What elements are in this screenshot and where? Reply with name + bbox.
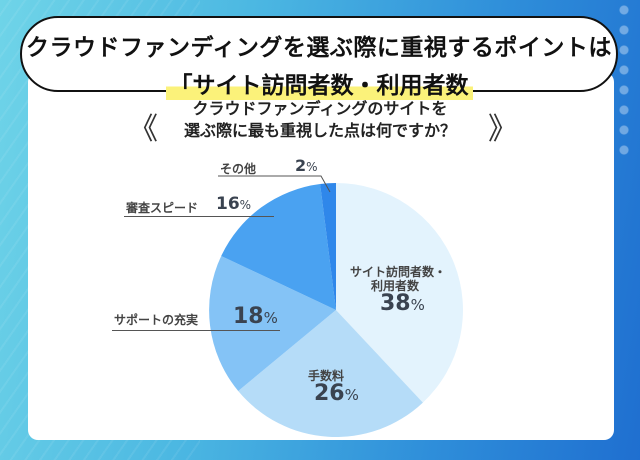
label-site-visitors: サイト訪問者数・ bbox=[350, 265, 447, 279]
question-line-1: クラウドファンディングのサイトを bbox=[192, 99, 448, 118]
label-site-visitors-line2: 利用者数 bbox=[371, 279, 420, 293]
value-fees: 26% bbox=[314, 381, 359, 406]
background-dots bbox=[614, 0, 634, 160]
right-chevron-icon: 》 bbox=[488, 112, 518, 147]
slice-other bbox=[320, 183, 336, 310]
slice-fees bbox=[238, 310, 423, 437]
label-other: その他 bbox=[220, 162, 257, 176]
slice-support bbox=[209, 256, 336, 391]
value-review-speed: 16% bbox=[216, 194, 252, 214]
label-fees: 手数料 bbox=[308, 369, 345, 383]
leader-line-review bbox=[124, 216, 274, 217]
leader-line-other bbox=[218, 175, 331, 193]
label-support: サポートの充実 bbox=[114, 313, 199, 327]
value-support: 18% bbox=[233, 304, 278, 329]
left-chevron-icon: 《 bbox=[128, 112, 158, 147]
slice-site-visitors bbox=[336, 183, 463, 403]
value-other: 2% bbox=[295, 156, 318, 175]
value-site-visitors: 38% bbox=[380, 291, 425, 316]
leader-line-support bbox=[112, 330, 280, 331]
survey-question: クラウドファンディングのサイトを 選ぶ際に最も重視した点は何ですか？ bbox=[150, 98, 490, 142]
title-line-1: クラウドファンディングを選ぶ際に重視するポイントは bbox=[26, 35, 612, 61]
question-line-2: 選ぶ際に最も重視した点は何ですか？ bbox=[183, 121, 456, 140]
title-banner: クラウドファンディングを選ぶ際に重視するポイントは 「サイト訪問者数・利用者数 bbox=[20, 16, 618, 100]
title-line-2-highlighted: 「サイト訪問者数・利用者数 bbox=[165, 66, 473, 100]
slice-review-speed bbox=[221, 184, 336, 310]
label-review-speed: 審査スピード bbox=[126, 201, 199, 215]
